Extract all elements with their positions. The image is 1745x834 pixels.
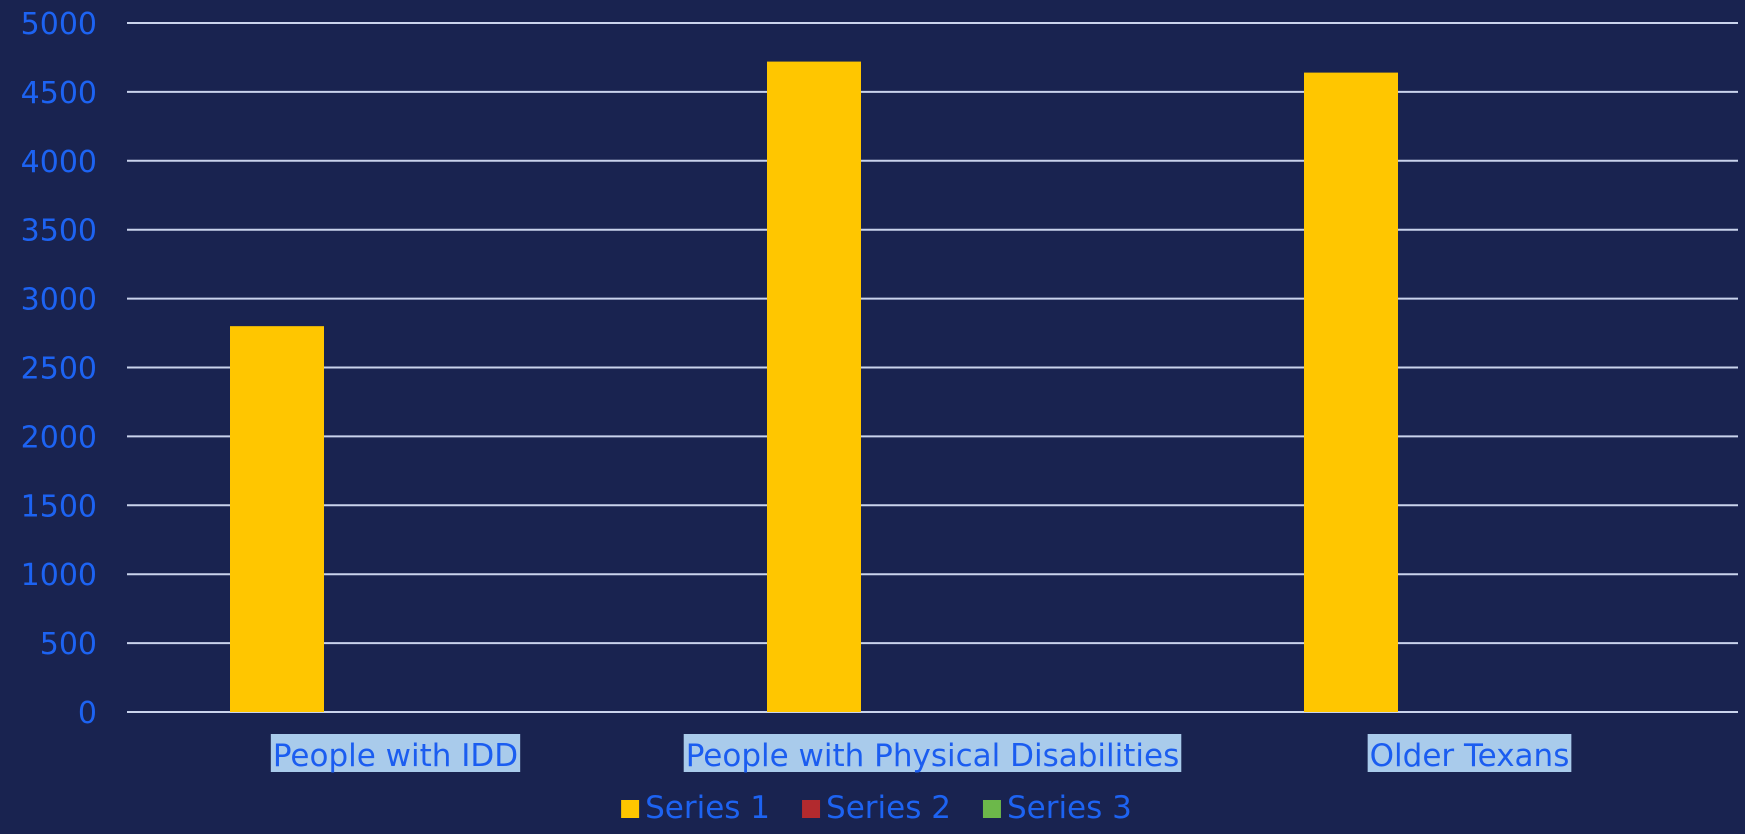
legend-item-1: Series 1: [621, 790, 770, 826]
y-tick-label-4500: 4500: [21, 76, 97, 111]
y-tick-label-5000: 5000: [21, 7, 97, 42]
legend: Series 1 Series 2 Series 3: [621, 790, 1132, 826]
y-tick-label-2500: 2500: [21, 352, 97, 387]
bar-1-3: [1304, 72, 1398, 712]
y-tick-label-3000: 3000: [21, 283, 97, 318]
y-tick-label-0: 0: [78, 696, 97, 731]
y-tick-label-4000: 4000: [21, 145, 97, 180]
legend-swatch-3: [982, 800, 1001, 818]
y-tick-label-1000: 1000: [21, 558, 97, 593]
x-category-label-bg-2: [683, 734, 1182, 772]
x-category-label-group-3: Older Texans: [1367, 734, 1572, 774]
x-category-label-group-1: People with IDD: [270, 734, 521, 774]
legend-item-2: Series 2: [802, 790, 951, 826]
y-tick-label-500: 500: [40, 627, 97, 662]
bar-1-2: [767, 61, 861, 713]
bars: [230, 61, 1398, 713]
x-category-label-3: Older Texans: [1370, 738, 1570, 774]
y-axis-tick-labels: 0 500 1000 1500 2000 2500 3000 3500 4000 4500 5000: [21, 7, 97, 731]
x-category-label-group-2: People with Physical Disabilities: [683, 734, 1182, 774]
legend-swatch-1: [621, 800, 640, 818]
bar-1-1: [230, 326, 324, 712]
x-axis-category-labels: People with IDD People with Physical Disa…: [270, 734, 1572, 774]
y-tick-label-3500: 3500: [21, 214, 97, 249]
legend-label-2: Series 2: [826, 790, 951, 826]
y-tick-label-2000: 2000: [21, 420, 97, 455]
legend-label-1: Series 1: [645, 790, 770, 826]
legend-item-3: Series 3: [982, 790, 1132, 826]
x-category-label-1: People with IDD: [273, 738, 518, 774]
x-category-label-bg-1: [270, 734, 521, 772]
x-category-label-2: People with Physical Disabilities: [686, 738, 1180, 774]
y-tick-label-1500: 1500: [21, 489, 97, 524]
legend-label-3: Series 3: [1007, 790, 1132, 826]
gridlines: [127, 22, 1738, 713]
x-category-label-bg-3: [1367, 734, 1572, 772]
legend-swatch-2: [802, 800, 821, 818]
